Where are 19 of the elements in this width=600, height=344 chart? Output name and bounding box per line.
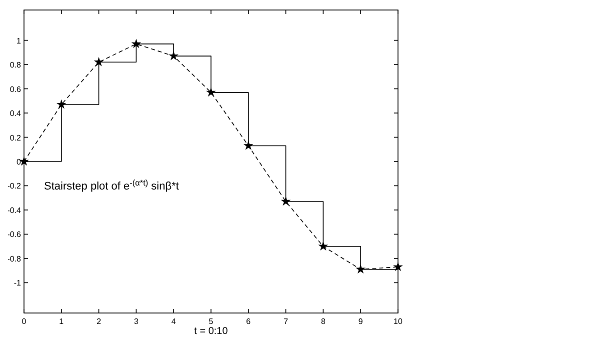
y-tick-label: 1 bbox=[16, 36, 22, 46]
x-tick-label: 8 bbox=[320, 317, 326, 326]
y-tick-label: 0.2 bbox=[10, 133, 22, 142]
y-tick-label: 0 bbox=[16, 158, 22, 166]
y-tick-label: -1 bbox=[14, 278, 22, 288]
x-tick-label: 2 bbox=[96, 317, 102, 326]
y-tick-label: 0.8 bbox=[10, 60, 22, 70]
x-tick-label: 6 bbox=[246, 317, 252, 326]
y-tick-label: 0.6 bbox=[10, 84, 22, 94]
x-tick-label: 7 bbox=[284, 317, 289, 326]
x-tick-label: 1 bbox=[59, 317, 64, 326]
x-axis-title: t = 0:10 bbox=[194, 326, 228, 337]
x-tick-label: 5 bbox=[208, 317, 214, 326]
x-tick-label: 4 bbox=[171, 317, 176, 326]
x-tick-label: 3 bbox=[134, 317, 139, 326]
x-tick-label: 9 bbox=[358, 317, 364, 326]
y-tick-label: 0.4 bbox=[10, 109, 22, 118]
annotation: Stairstep plot of e$^{-(α*t)}$ sinβ*t bbox=[44, 178, 179, 192]
x-tick-label: 10 bbox=[394, 317, 403, 326]
